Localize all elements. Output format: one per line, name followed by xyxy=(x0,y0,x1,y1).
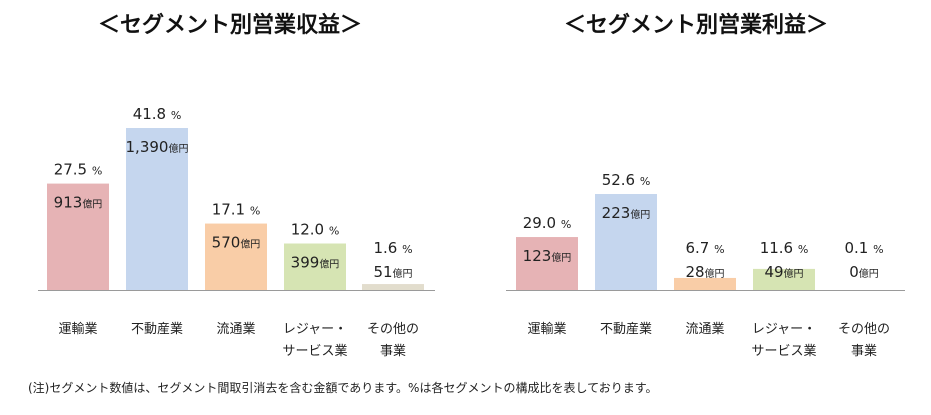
profit-bar-1 xyxy=(516,237,578,290)
revenue-percent-label-2: 41.8 % xyxy=(133,105,182,123)
revenue-bar-3 xyxy=(205,223,267,290)
profit-chart-title: ＜セグメント別営業利益＞ xyxy=(564,12,828,38)
revenue-bar-2 xyxy=(126,128,188,290)
revenue-category-label-5: その他の事業 xyxy=(367,322,419,359)
profit-category-label-3: 流通業 xyxy=(685,321,724,337)
profit-value-label-4: 49億円 xyxy=(764,263,803,281)
revenue-percent-label-1: 27.5 % xyxy=(54,161,103,179)
revenue-bar-5 xyxy=(362,284,424,290)
profit-percent-label-1: 29.0 % xyxy=(523,214,572,232)
revenue-category-label-1: 運輸業 xyxy=(58,321,97,337)
profit-percent-label-4: 11.6 % xyxy=(760,239,809,257)
profit-category-label-5: その他の事業 xyxy=(838,322,890,359)
revenue-category-label-3: 流通業 xyxy=(216,321,255,337)
revenue-percent-label-4: 12.0 % xyxy=(291,220,340,238)
revenue-category-label-2: 不動産業 xyxy=(131,321,183,337)
profit-value-label-3: 28億円 xyxy=(685,263,724,281)
revenue-bar-1 xyxy=(47,183,109,290)
profit-category-label-1: 運輸業 xyxy=(527,321,566,337)
revenue-bar-4 xyxy=(284,243,346,290)
profit-bar-2 xyxy=(595,194,657,290)
revenue-percent-label-3: 17.1 % xyxy=(212,201,261,219)
profit-category-label-4: レジャー・サービス業 xyxy=(751,322,816,359)
revenue-percent-label-5: 1.6 % xyxy=(373,239,412,257)
revenue-category-label-4: レジャー・サービス業 xyxy=(282,322,347,359)
profit-bar-3 xyxy=(674,277,736,290)
revenue-chart-title: ＜セグメント別営業収益＞ xyxy=(98,12,362,38)
profit-value-label-5: 0億円 xyxy=(849,263,879,281)
profit-bar-4 xyxy=(753,268,815,290)
profit-percent-label-2: 52.6 % xyxy=(602,171,651,189)
profit-percent-label-5: 0.1 % xyxy=(844,239,883,257)
profit-percent-label-3: 6.7 % xyxy=(685,239,724,257)
footnote: (注)セグメント数値は、セグメント間取引消去を含む金額であります。%は各セグメン… xyxy=(28,381,658,395)
profit-category-label-2: 不動産業 xyxy=(600,321,652,337)
